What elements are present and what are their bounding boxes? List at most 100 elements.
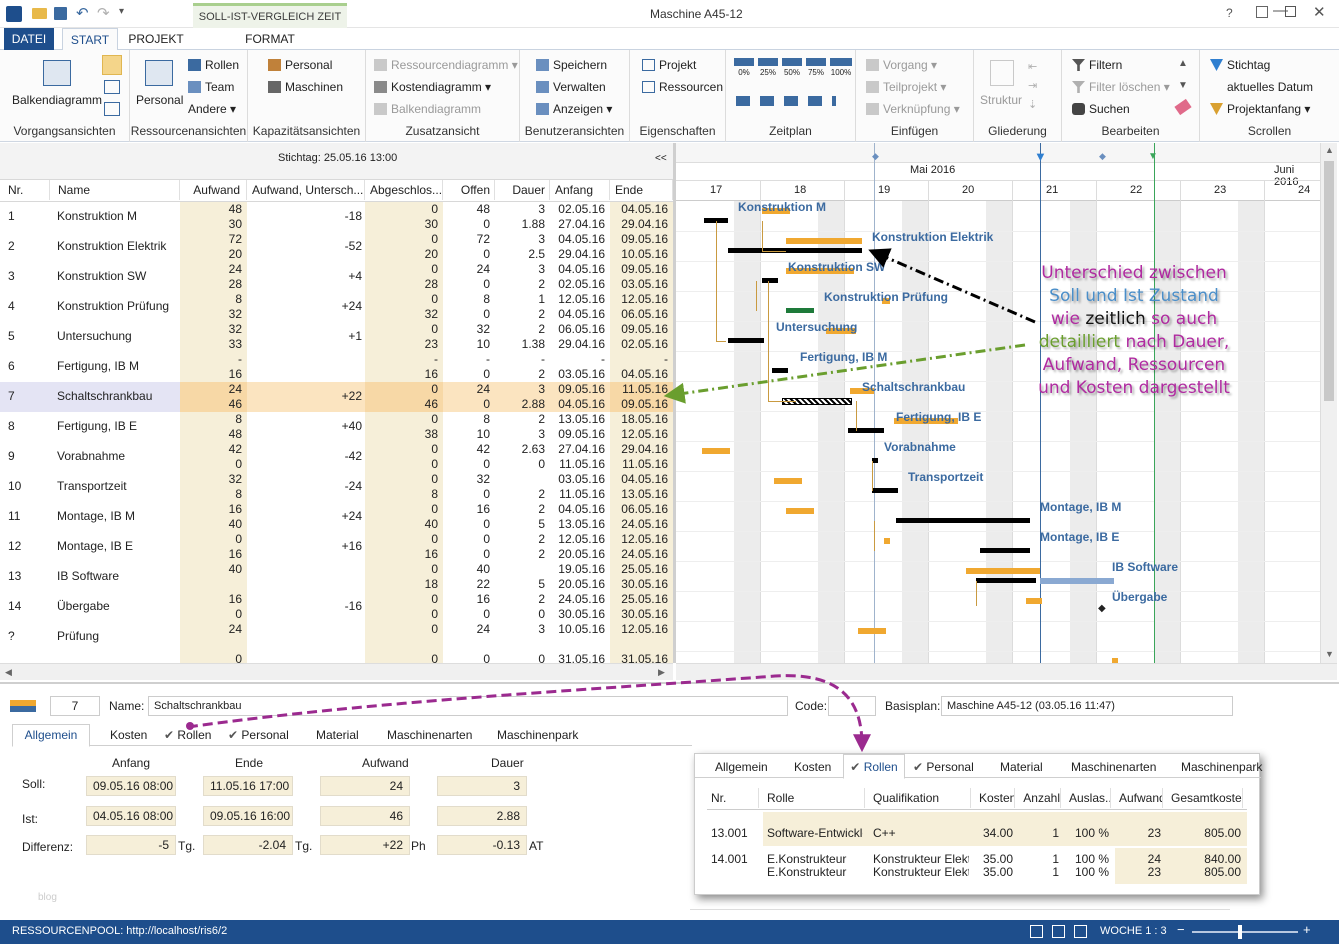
verwalten-button[interactable]: Verwalten: [536, 80, 606, 94]
table-row[interactable]: 0 0 0 0 31.05.16 31.05.16: [0, 652, 673, 663]
save-icon[interactable]: [54, 7, 67, 20]
table-row[interactable]: 13 IB Software 40 0 18 40 22 5 19.05.16 20.05.16 2…: [0, 562, 673, 592]
table-row[interactable]: 9 Vorabnahme -42 42 0 0 0 42 0 2.63 0 27.04.16 11.05…: [0, 442, 673, 472]
balkendiagramm-zusatz-button[interactable]: Balkendiagramm: [374, 102, 481, 116]
open-icon[interactable]: [32, 8, 47, 19]
projekt-eig-button[interactable]: Projekt: [642, 58, 696, 72]
detail-tab-material[interactable]: Material: [316, 728, 359, 742]
zoom-minus-icon[interactable]: −: [1177, 922, 1185, 937]
actual-bar[interactable]: [896, 518, 1030, 523]
col-aufwand[interactable]: Aufwand: [180, 180, 247, 200]
popup-col-header[interactable]: Rolle: [763, 788, 865, 808]
sort-down-icon[interactable]: ▼: [1178, 80, 1188, 91]
plan-bar[interactable]: [702, 448, 730, 454]
balkendiagramm-button[interactable]: Balkendiagramm: [12, 93, 103, 107]
col-nr[interactable]: Nr.: [0, 180, 50, 200]
ist-anfang-field[interactable]: 04.05.16 08:00: [86, 806, 176, 826]
pct-100-button[interactable]: 100%: [830, 58, 852, 77]
table-row[interactable]: 4 Konstruktion Prüfung +24 8 32 0 32 8 0 1 2 12.05.…: [0, 292, 673, 322]
view-small-1-icon[interactable]: [102, 55, 122, 75]
popup-col-header[interactable]: Anzahl: [1019, 788, 1061, 808]
scroll-up-icon[interactable]: ▲: [1325, 145, 1334, 155]
soll-dauer-field[interactable]: 3: [437, 776, 527, 796]
ressourcendiagramm-button[interactable]: Ressourcendiagramm ▾: [374, 58, 518, 72]
collapse-button[interactable]: <<: [655, 153, 667, 164]
actual-bar[interactable]: [872, 488, 898, 493]
ist-ende-field[interactable]: 09.05.16 16:00: [203, 806, 293, 826]
col-name[interactable]: Name: [50, 180, 180, 200]
kostendiagramm-button[interactable]: Kostendiagramm ▾: [374, 80, 491, 94]
ist-aufwand-field[interactable]: 46: [320, 806, 410, 826]
filtern-button[interactable]: Filtern: [1072, 58, 1122, 72]
sort-up-icon[interactable]: ▲: [1178, 58, 1188, 69]
scroll-down-icon[interactable]: ▼: [1325, 649, 1334, 659]
popup-col-header[interactable]: Auslas...: [1065, 788, 1111, 808]
detail-tab-kosten[interactable]: Kosten: [110, 728, 148, 742]
maximize-icon[interactable]: [1285, 6, 1296, 17]
popup-tab-kosten[interactable]: Kosten: [794, 760, 832, 774]
plan-bar[interactable]: [762, 208, 790, 214]
col-dauer[interactable]: Dauer: [495, 180, 550, 200]
team-button[interactable]: Team: [188, 80, 234, 94]
projektanfang-button[interactable]: Projektanfang ▾: [1210, 102, 1310, 116]
plan-bar[interactable]: [1026, 598, 1042, 604]
kap-maschinen-button[interactable]: Maschinen: [268, 80, 343, 94]
minimize-icon[interactable]: —: [1273, 2, 1288, 19]
tab-datei[interactable]: DATEI: [4, 28, 54, 50]
ist-dauer-field[interactable]: 2.88: [437, 806, 527, 826]
scroll-right-icon[interactable]: ▶: [658, 667, 665, 677]
table-row[interactable]: 3 Konstruktion SW +4 24 28 0 28 24 0 3 2 04.05.16 02…: [0, 262, 673, 292]
plan-bar[interactable]: [1112, 658, 1118, 663]
horizontal-scrollbar[interactable]: ◀ ▶: [0, 663, 673, 680]
popup-tab-rollen[interactable]: ✔ Rollen: [843, 754, 905, 779]
view-chart-icon[interactable]: [1074, 925, 1087, 938]
schedule-tools-icon[interactable]: [736, 96, 836, 106]
actual-bar[interactable]: [728, 248, 862, 253]
view-small-3-icon[interactable]: [104, 102, 120, 116]
undo-icon[interactable]: ↶: [76, 5, 89, 22]
actual-bar[interactable]: [772, 368, 788, 373]
view-small-2-icon[interactable]: [104, 80, 120, 94]
col-ende[interactable]: Ende: [610, 180, 673, 200]
view-grid-icon[interactable]: [1052, 925, 1065, 938]
actual-bar[interactable]: [704, 218, 728, 223]
code-field[interactable]: [828, 696, 876, 716]
actual-bar[interactable]: [848, 428, 884, 433]
struktur-button[interactable]: Struktur: [980, 93, 1023, 107]
speichern-button[interactable]: Speichern: [536, 58, 607, 72]
tab-format[interactable]: FORMAT: [245, 32, 295, 46]
table-row[interactable]: 7 Schaltschrankbau +22 24 46 0 46 24 0 3 2.88 09.05…: [0, 382, 673, 412]
plan-bar[interactable]: [966, 568, 1040, 574]
detail-tab-allgemein[interactable]: Allgemein: [12, 724, 90, 747]
scroll-thumb[interactable]: [1324, 161, 1334, 401]
col-anfang[interactable]: Anfang: [550, 180, 610, 200]
ressourcen-eig-button[interactable]: Ressourcen: [642, 80, 723, 94]
pct-0-button[interactable]: 0%: [734, 58, 754, 77]
app-icon[interactable]: [6, 6, 22, 22]
table-row[interactable]: 1 Konstruktion M -18 48 30 0 30 48 0 3 1.88 02.05.1…: [0, 202, 673, 232]
table-row[interactable]: 8 Fertigung, IB E +40 8 48 0 38 8 10 2 3 13.05.16 09…: [0, 412, 673, 442]
popup-tab-allgemein[interactable]: Allgemein: [715, 760, 768, 774]
scroll-left-icon[interactable]: ◀: [5, 667, 12, 677]
plan-bar[interactable]: [826, 328, 856, 334]
filter-loeschen-button[interactable]: Filter löschen ▾: [1072, 80, 1170, 94]
col-aufwand-diff[interactable]: Aufwand, Untersch...: [247, 180, 365, 200]
actual-bar[interactable]: [976, 578, 1036, 583]
qat-dropdown-icon[interactable]: ▾: [119, 6, 125, 17]
personal-view-button[interactable]: Personal: [136, 93, 184, 107]
plan-bar[interactable]: [786, 238, 862, 244]
tab-projekt[interactable]: PROJEKT: [128, 32, 184, 46]
table-row[interactable]: 2 Konstruktion Elektrik -52 72 20 0 20 72 0 3 2.5 0…: [0, 232, 673, 262]
soll-aufwand-field[interactable]: 24: [320, 776, 410, 796]
table-row[interactable]: ? Prüfung 24 0 24 3 10.05.16 12.05.16: [0, 622, 673, 652]
col-abgeschlossen[interactable]: Abgeschlos...: [365, 180, 443, 200]
kap-personal-button[interactable]: Personal: [268, 58, 332, 72]
detail-tab-maschinenpark[interactable]: Maschinenpark: [497, 728, 579, 742]
actual-bar[interactable]: [980, 548, 1030, 553]
popup-tab-maschinenpark[interactable]: Maschinenpark: [1181, 760, 1263, 774]
pct-75-button[interactable]: 75%: [806, 58, 826, 77]
plan-bar[interactable]: [894, 418, 958, 424]
milestone-icon[interactable]: ◆: [1098, 603, 1106, 614]
verknuepfung-button[interactable]: Verknüpfung ▾: [866, 102, 960, 116]
suchen-button[interactable]: Suchen: [1072, 102, 1130, 116]
